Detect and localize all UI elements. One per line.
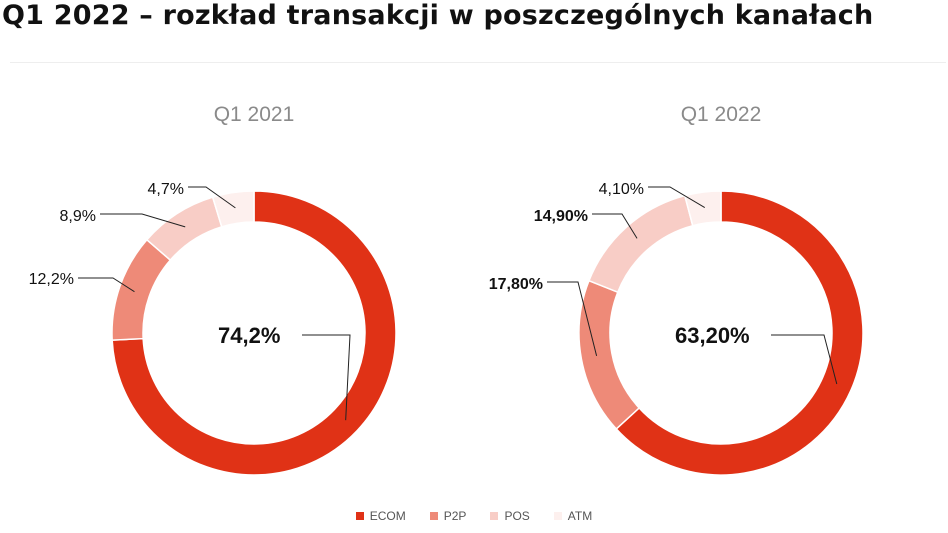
donut-slice-p2p (111, 238, 172, 341)
data-label-pos: 8,9% (60, 208, 96, 225)
legend-item-ecom: ECOM (355, 509, 406, 523)
leader-line-atm (188, 186, 236, 209)
donut-slice-pos (587, 194, 694, 294)
leader-line-ecom (302, 334, 351, 421)
legend-item-p2p: P2P (429, 509, 467, 523)
legend-label-ecom: ECOM (369, 509, 406, 523)
legend-label-p2p: P2P (443, 509, 467, 523)
page-title: Q1 2022 – rozkład transakcji w poszczegó… (2, 0, 874, 31)
legend-swatch-p2p (429, 512, 438, 520)
donut-slice-ecom (615, 190, 864, 476)
donut-chart-2: Q1 2022 63,20% 17,80% 14,90% 4,10% (489, 103, 864, 476)
data-label-p2p: 12,2% (29, 271, 74, 288)
chart-title: Q1 2021 (214, 103, 295, 126)
data-label-atm: 4,7% (148, 181, 184, 198)
leader-line-p2p (78, 277, 135, 293)
legend-swatch-ecom (355, 512, 364, 520)
leader-line-pos (592, 213, 638, 239)
donut-slice-atm (211, 190, 255, 228)
donut-slice-ecom (111, 190, 397, 476)
leader-line-p2p (547, 281, 598, 357)
leader-line-atm (648, 186, 706, 208)
leader-line-pos (100, 213, 186, 228)
legend-label-atm: ATM (567, 509, 593, 523)
legend-label-pos: POS (504, 509, 530, 523)
data-label-ecom: 74,2% (218, 323, 280, 348)
title-divider (10, 62, 946, 63)
legend-item-pos: POS (490, 509, 530, 523)
leader-line-ecom (771, 334, 838, 385)
legend: ECOM P2P POS ATM (0, 509, 948, 523)
legend-swatch-atm (553, 512, 562, 520)
data-label-p2p: 17,80% (489, 276, 543, 293)
donut-chart-1: Q1 2021 74,2% 12,2% 8,9% 4,7% (29, 103, 397, 476)
donut-slice-p2p (578, 279, 641, 430)
data-label-ecom: 63,20% (675, 323, 750, 348)
legend-swatch-pos (490, 512, 499, 520)
data-label-atm: 4,10% (599, 181, 644, 198)
legend-item-atm: ATM (553, 509, 593, 523)
data-label-pos: 14,90% (534, 208, 588, 225)
chart-title: Q1 2022 (681, 103, 762, 126)
donut-slice-atm (683, 190, 722, 227)
